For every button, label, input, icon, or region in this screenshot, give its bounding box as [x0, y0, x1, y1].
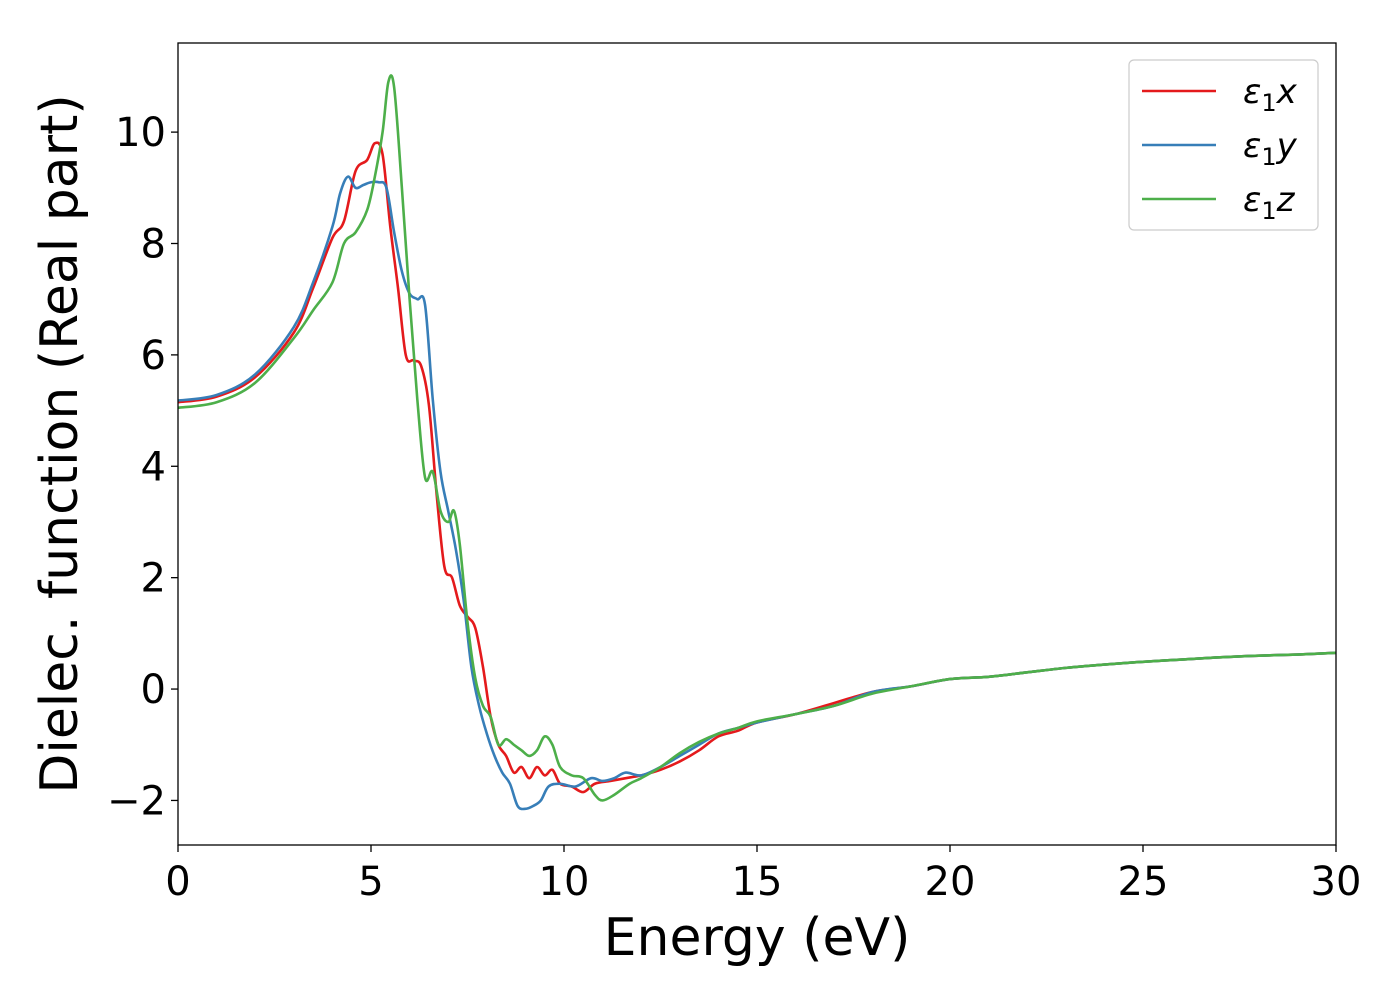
y-tick-label: 8: [141, 222, 166, 268]
series-layer: [178, 74, 1336, 811]
x-tick-label: 25: [1118, 859, 1169, 905]
x-tick-label: 0: [165, 859, 190, 905]
x-tick-label: 20: [925, 859, 976, 905]
y-tick-label: 0: [141, 667, 166, 713]
x-tick-label: 15: [732, 859, 783, 905]
y-tick-label: 4: [141, 444, 166, 490]
legend-label-x: ε1x: [1243, 72, 1298, 117]
y-tick-label: −2: [107, 778, 166, 824]
x-axis: 0 5 10 15 20 25 30: [165, 845, 1361, 905]
x-tick-label: 10: [539, 859, 590, 905]
y-tick-label: 6: [141, 333, 166, 379]
legend-label-z: ε1z: [1243, 180, 1296, 225]
series-line-z: [178, 74, 1336, 802]
legend: ε1x ε1y ε1z: [1128, 59, 1319, 231]
y-tick-label: 2: [141, 556, 166, 602]
x-axis-label: Energy (eV): [604, 908, 911, 968]
x-tick-label: 30: [1311, 859, 1362, 905]
y-axis-label: Dielec. function (Real part): [30, 94, 90, 793]
legend-box: [1128, 59, 1319, 231]
legend-label-y: ε1y: [1243, 126, 1298, 171]
y-axis: −2 0 2 4 6 8 10: [107, 110, 178, 824]
x-tick-label: 5: [358, 859, 383, 905]
y-tick-label: 10: [115, 110, 166, 156]
